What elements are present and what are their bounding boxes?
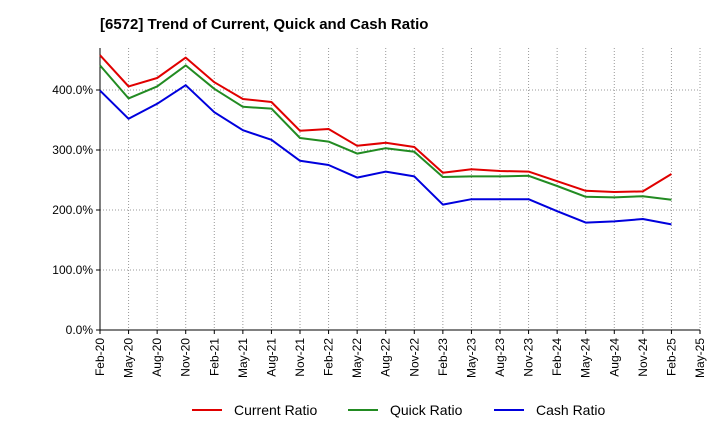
x-tick-label: Nov-21 bbox=[293, 338, 307, 377]
y-tick-label: 400.0% bbox=[52, 83, 93, 97]
x-tick-label: Nov-22 bbox=[407, 338, 421, 377]
axes: 0.0% 100.0% 200.0% 300.0% 400.0% Feb-20 May-20… bbox=[52, 48, 707, 378]
x-tick-label: Feb-20 bbox=[93, 338, 107, 376]
x-tick-label: Nov-23 bbox=[522, 338, 536, 377]
chart-title: [6572] Trend of Current, Quick and Cash … bbox=[100, 16, 428, 33]
x-tick-label: Aug-21 bbox=[264, 338, 278, 377]
y-tick-label: 0.0% bbox=[66, 323, 94, 337]
y-tick-label: 300.0% bbox=[52, 143, 93, 157]
series-line-quick-ratio bbox=[99, 64, 672, 201]
x-tick-label: Feb-21 bbox=[207, 338, 221, 376]
legend-label-current-ratio: Current Ratio bbox=[234, 402, 317, 418]
x-tick-label: May-20 bbox=[122, 338, 136, 378]
series-line-current-ratio bbox=[99, 54, 672, 193]
x-tick-label: Feb-24 bbox=[550, 338, 564, 376]
x-tick-label: Nov-20 bbox=[179, 338, 193, 377]
legend-label-cash-ratio: Cash Ratio bbox=[536, 402, 605, 418]
y-tick-label: 100.0% bbox=[52, 263, 93, 277]
x-tick-label: Aug-24 bbox=[607, 338, 621, 377]
x-tick-label: Aug-22 bbox=[379, 338, 393, 377]
x-tick-label: Aug-23 bbox=[493, 338, 507, 377]
x-tick-label: Nov-24 bbox=[636, 338, 650, 377]
y-tick-label: 200.0% bbox=[52, 203, 93, 217]
series-lines bbox=[99, 54, 672, 226]
legend-label-quick-ratio: Quick Ratio bbox=[390, 402, 463, 418]
x-tick-label: May-21 bbox=[236, 338, 250, 378]
x-tick-label: May-25 bbox=[693, 338, 707, 378]
series-line-cash-ratio bbox=[99, 84, 672, 226]
x-tick-label: Feb-23 bbox=[436, 338, 450, 376]
grid bbox=[100, 48, 701, 330]
legend: Current Ratio Quick Ratio Cash Ratio bbox=[192, 402, 605, 418]
x-tick-label: Feb-22 bbox=[322, 338, 336, 376]
x-tick-label: Feb-25 bbox=[664, 338, 678, 376]
x-tick-label: Aug-20 bbox=[150, 338, 164, 377]
x-tick-label: May-22 bbox=[350, 338, 364, 378]
x-tick-label: May-24 bbox=[579, 338, 593, 378]
x-tick-label: May-23 bbox=[464, 338, 478, 378]
